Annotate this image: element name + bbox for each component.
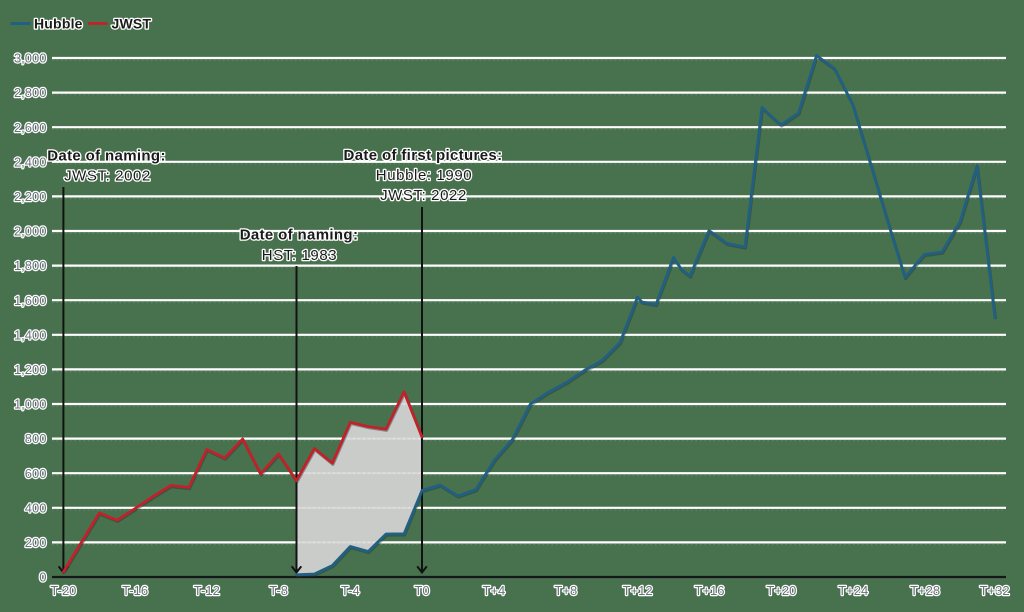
- svg-text:2,800: 2,800: [14, 85, 47, 100]
- svg-text:1,200: 1,200: [14, 362, 47, 377]
- svg-text:200: 200: [25, 535, 47, 550]
- svg-text:Date of naming:: Date of naming:: [47, 147, 166, 164]
- svg-text:Date of naming:: Date of naming:: [240, 227, 359, 244]
- svg-text:T+4: T+4: [483, 583, 506, 598]
- svg-text:JWST: JWST: [112, 16, 152, 32]
- svg-text:JWST: 2022: JWST: 2022: [380, 187, 467, 204]
- svg-text:T+32: T+32: [980, 583, 1010, 598]
- svg-text:Hubble: Hubble: [34, 16, 83, 32]
- svg-text:T-12: T-12: [194, 583, 220, 598]
- svg-text:T0: T0: [414, 583, 429, 598]
- svg-text:T+12: T+12: [623, 583, 653, 598]
- svg-text:Hubble: 1990: Hubble: 1990: [376, 167, 472, 184]
- svg-text:800: 800: [25, 431, 47, 446]
- svg-text:3,000: 3,000: [14, 51, 47, 66]
- svg-text:0: 0: [39, 570, 46, 585]
- svg-text:2,200: 2,200: [14, 189, 47, 204]
- svg-text:1,800: 1,800: [14, 258, 47, 273]
- svg-text:T-4: T-4: [341, 583, 360, 598]
- svg-text:2,600: 2,600: [14, 120, 47, 135]
- svg-text:HST: 1983: HST: 1983: [262, 247, 337, 264]
- svg-text:400: 400: [25, 500, 47, 515]
- svg-text:1,000: 1,000: [14, 397, 47, 412]
- svg-text:T-20: T-20: [50, 583, 76, 598]
- svg-text:600: 600: [25, 466, 47, 481]
- svg-text:2,400: 2,400: [14, 154, 47, 169]
- svg-text:JWST: 2002: JWST: 2002: [64, 168, 151, 185]
- svg-text:T+8: T+8: [554, 583, 577, 598]
- svg-text:T+20: T+20: [766, 583, 796, 598]
- svg-text:1,400: 1,400: [14, 327, 47, 342]
- svg-text:Date of first pictures:: Date of first pictures:: [344, 147, 503, 164]
- svg-text:T+24: T+24: [838, 583, 868, 598]
- svg-text:T-8: T-8: [269, 583, 288, 598]
- svg-text:T+16: T+16: [695, 583, 725, 598]
- svg-text:1,600: 1,600: [14, 293, 47, 308]
- svg-text:T+28: T+28: [910, 583, 940, 598]
- svg-text:2,000: 2,000: [14, 224, 47, 239]
- svg-text:T-16: T-16: [122, 583, 148, 598]
